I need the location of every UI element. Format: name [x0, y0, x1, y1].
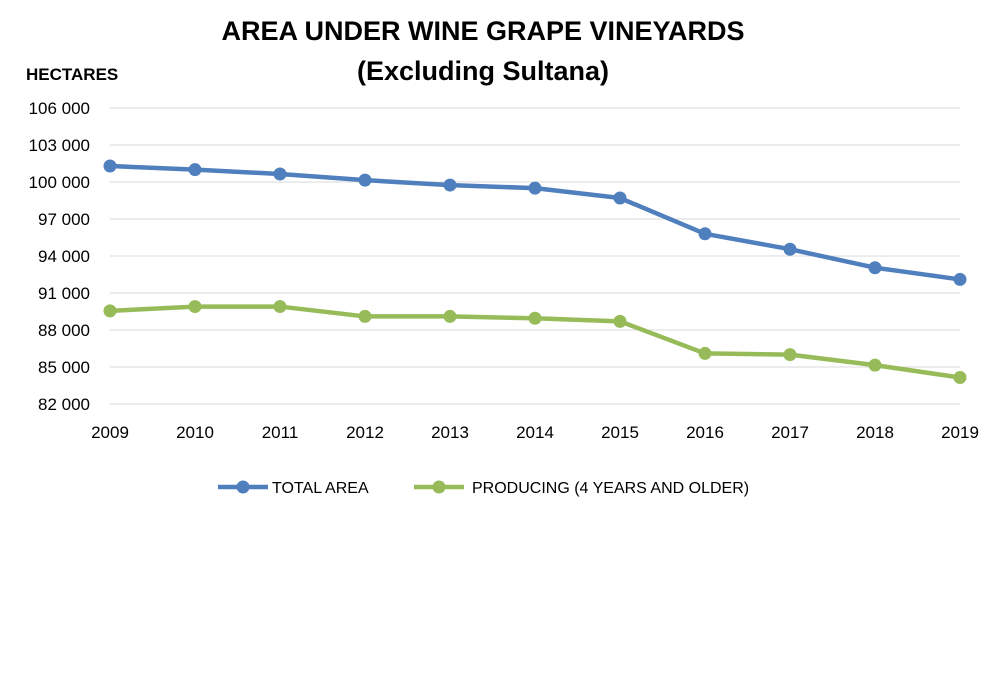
x-tick-label: 2012	[346, 423, 384, 442]
data-point	[783, 242, 797, 256]
data-point	[953, 272, 967, 286]
x-tick-label: 2019	[941, 423, 979, 442]
data-point	[273, 300, 287, 314]
data-point	[358, 173, 372, 187]
y-tick-label: 106 000	[29, 99, 90, 118]
legend: TOTAL AREA PRODUCING (4 YEARS AND OLDER)	[218, 480, 749, 497]
data-point	[103, 159, 117, 173]
y-tick-label: 91 000	[38, 284, 90, 303]
data-point	[103, 304, 117, 318]
y-axis-label: HECTARES	[26, 65, 118, 84]
data-point	[698, 346, 712, 360]
data-point	[613, 314, 627, 328]
x-tick-label: 2011	[262, 423, 299, 442]
data-point	[358, 309, 372, 323]
data-point	[188, 300, 202, 314]
data-point	[528, 311, 542, 325]
data-point	[868, 261, 882, 275]
series-2	[103, 300, 967, 384]
data-point	[273, 167, 287, 181]
series-lines	[103, 159, 967, 384]
y-tick-label: 82 000	[38, 395, 90, 414]
x-tick-label: 2015	[601, 423, 639, 442]
y-tick-label: 88 000	[38, 321, 90, 340]
chart-subtitle: (Excluding Sultana)	[357, 56, 609, 86]
gridlines	[110, 107, 960, 405]
y-tick-label: 94 000	[38, 247, 90, 266]
legend-label: TOTAL AREA	[272, 480, 369, 497]
legend-item: TOTAL AREA	[218, 480, 369, 497]
data-point	[188, 163, 202, 177]
data-point	[868, 358, 882, 372]
x-tick-label: 2018	[856, 423, 894, 442]
y-tick-label: 85 000	[38, 358, 90, 377]
data-point	[443, 178, 457, 192]
data-point	[613, 191, 627, 205]
y-tick-label: 103 000	[29, 136, 90, 155]
y-tick-label: 100 000	[29, 173, 90, 192]
chart-title: AREA UNDER WINE GRAPE VINEYARDS	[221, 16, 744, 46]
x-tick-label: 2014	[516, 423, 554, 442]
x-tick-label: 2013	[431, 423, 469, 442]
data-point	[528, 181, 542, 195]
data-point	[698, 227, 712, 241]
x-tick-label: 2016	[686, 423, 724, 442]
data-point	[953, 370, 967, 384]
data-point	[783, 348, 797, 362]
y-tick-label: 97 000	[38, 210, 90, 229]
legend-swatch-marker	[432, 480, 446, 494]
x-tick-label: 2017	[771, 423, 809, 442]
series-1	[103, 159, 967, 286]
legend-label: PRODUCING (4 YEARS AND OLDER)	[472, 480, 749, 497]
y-axis-ticks: 106 000 103 000 100 000 97 000 94 000 91 000 8…	[29, 99, 90, 414]
data-point	[443, 309, 457, 323]
x-axis-ticks: 2009 2010 2011 2012 2013 2014 2015 2016 2017 2018…	[91, 423, 979, 442]
legend-swatch-marker	[236, 480, 250, 494]
x-tick-label: 2010	[176, 423, 214, 442]
legend-item: PRODUCING (4 YEARS AND OLDER)	[414, 480, 749, 497]
x-tick-label: 2009	[91, 423, 129, 442]
